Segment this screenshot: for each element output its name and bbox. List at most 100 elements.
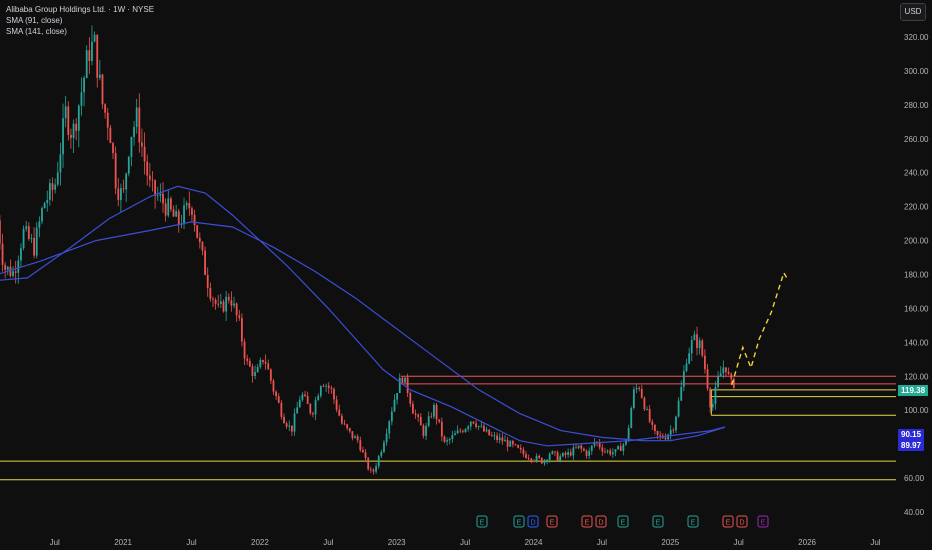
candle-body — [98, 74, 101, 78]
candle-body — [727, 371, 730, 374]
sma-141-label[interactable]: SMA (141, close) — [6, 27, 67, 36]
candle-body — [217, 303, 220, 305]
event-marker-label: D — [530, 520, 535, 527]
candle-body — [172, 209, 175, 217]
y-tick-label: 320.00 — [904, 33, 929, 42]
candle-body — [493, 435, 496, 437]
candle-body — [717, 376, 719, 387]
candle-body — [193, 214, 196, 226]
candle-body — [656, 430, 659, 435]
event-marker[interactable]: E — [687, 515, 699, 528]
candle-body — [572, 447, 575, 456]
event-marker-label: D — [739, 520, 744, 527]
candle-body — [404, 377, 406, 383]
event-marker[interactable]: E — [513, 515, 525, 528]
event-marker-label: E — [656, 520, 661, 527]
candle-body — [330, 387, 333, 389]
candle-body — [398, 377, 401, 394]
event-marker[interactable]: E — [617, 515, 629, 528]
candle-body — [701, 340, 704, 356]
candle-body — [80, 92, 83, 106]
candle-body — [509, 441, 512, 447]
candle-body — [440, 421, 443, 437]
candle-body — [164, 203, 167, 216]
candle-body — [317, 395, 320, 401]
candle-body — [125, 173, 128, 190]
candle-body — [464, 429, 467, 433]
candle-body — [75, 123, 78, 131]
x-tick-label: Jul — [460, 538, 470, 547]
event-marker[interactable]: E — [476, 515, 488, 528]
candle-body — [267, 363, 270, 370]
candle-body — [604, 451, 606, 453]
candle-body — [243, 341, 246, 359]
candle-body — [693, 334, 696, 341]
event-marker[interactable]: D — [527, 515, 539, 528]
candle-body — [459, 430, 462, 432]
candle-body — [106, 112, 109, 128]
currency-button[interactable]: USD — [900, 3, 926, 21]
event-marker[interactable]: E — [581, 515, 593, 528]
candle-body — [104, 104, 107, 113]
candle-body — [383, 442, 385, 452]
candle-body — [412, 403, 414, 414]
projection-line — [731, 271, 789, 385]
candle-body — [704, 355, 706, 370]
x-tick-label: Jul — [50, 538, 60, 547]
candle-body — [262, 360, 264, 362]
event-marker-label: E — [550, 520, 555, 527]
candle-body — [559, 456, 562, 461]
time-axis[interactable]: Jul 2021 Jul 2022 Jul 2023 Jul 2024 Jul 2025 Jul 20… — [50, 538, 881, 547]
candle-body — [369, 469, 372, 471]
candle-body — [293, 413, 296, 432]
candle-body — [256, 367, 259, 373]
x-tick-label: 2025 — [661, 538, 679, 547]
candle-body — [62, 118, 64, 155]
candle-body — [551, 451, 554, 454]
candle-body — [143, 146, 146, 162]
candle-body — [351, 431, 354, 439]
candle-body — [690, 340, 693, 354]
candle-body — [77, 105, 80, 131]
candle-body — [567, 452, 570, 456]
candle-body — [235, 303, 238, 316]
y-tick-label: 180.00 — [904, 270, 929, 279]
candle-body — [496, 435, 498, 441]
event-marker[interactable]: E — [652, 515, 664, 528]
candle-body — [719, 373, 722, 377]
candle-body — [198, 237, 201, 243]
candle-body — [191, 208, 193, 215]
candle-body — [640, 388, 643, 398]
candle-body — [443, 436, 446, 442]
candle-body — [209, 287, 212, 299]
candle-body — [467, 426, 470, 430]
event-marker[interactable]: E — [722, 515, 734, 528]
event-marker-label: E — [726, 520, 731, 527]
sma-91-label[interactable]: SMA (91, close) — [6, 16, 63, 25]
sma-lines — [0, 185, 726, 447]
event-marker[interactable]: E — [757, 515, 769, 528]
candle-body — [540, 457, 543, 464]
candle-body — [14, 271, 17, 273]
y-tick-label: 160.00 — [904, 304, 929, 313]
candle-body — [298, 399, 301, 408]
event-marker[interactable]: D — [736, 515, 748, 528]
candle-body — [490, 435, 493, 436]
event-marker[interactable]: D — [595, 515, 607, 528]
candle-body — [688, 353, 691, 364]
y-tick-label: 240.00 — [904, 169, 929, 178]
candle-body — [698, 340, 701, 349]
candle-body — [212, 298, 214, 300]
candle-body — [538, 455, 541, 458]
candle-body — [646, 409, 648, 410]
candle-body — [422, 425, 425, 436]
candle-body — [504, 440, 506, 442]
candle-body — [277, 396, 280, 403]
candle-body — [309, 403, 312, 414]
event-marker[interactable]: E — [546, 515, 558, 528]
candle-body — [488, 429, 491, 436]
symbol-title[interactable]: Alibaba Group Holdings Ltd. · 1W · NYSE — [6, 5, 155, 14]
price-axis[interactable]: 40.0060.0080.00100.00120.00140.00160.001… — [896, 0, 932, 550]
